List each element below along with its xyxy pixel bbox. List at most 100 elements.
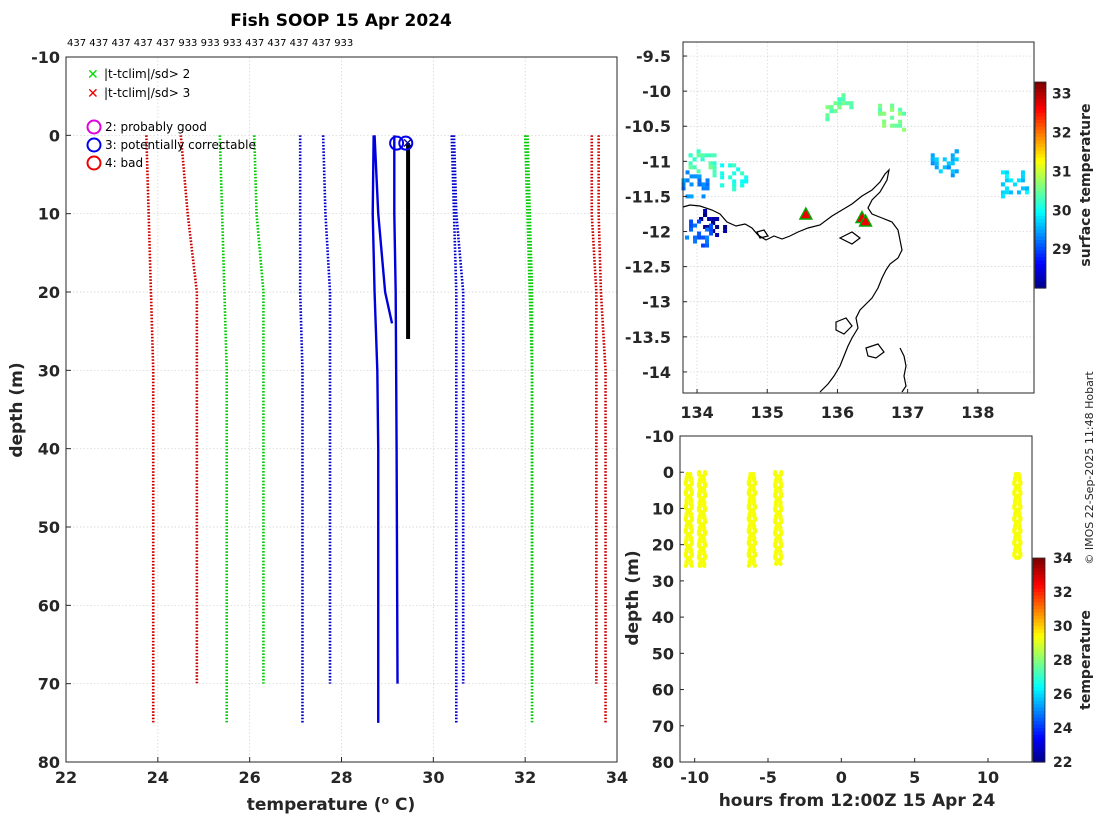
sst-pixel — [700, 153, 705, 158]
temperature-colorbar-segment — [1033, 714, 1045, 719]
map-x-tick-label: 134 — [680, 403, 713, 422]
sst-pixel — [950, 173, 955, 178]
sst-pixel — [942, 157, 947, 162]
qc-circle-marker — [398, 135, 414, 151]
sst-colorbar-segment — [1035, 253, 1046, 258]
temperature-colorbar-segment — [1033, 755, 1045, 760]
sst-pixel — [1012, 182, 1017, 187]
credit-text: © IMOS 22-Sep-2025 11:48 Hobart — [1083, 371, 1096, 565]
timeseries-x-tick-label: 5 — [909, 768, 920, 787]
profile-legend: ✕ |t-tclim|/sd> 2 ✕ |t-tclim|/sd> 3 2: p… — [86, 67, 256, 171]
circle-blue-icon — [86, 137, 102, 153]
timeseries-y-ticks: -10 0 10 20 30 40 50 60 70 80 — [645, 427, 684, 772]
sst-colorbar-segment — [1035, 205, 1046, 210]
sst-pixel — [688, 153, 693, 158]
sst-pixel — [720, 171, 725, 176]
sst-pixel — [681, 178, 686, 183]
sst-pixel — [693, 235, 698, 240]
temperature-colorbar-tick-label: 32 — [1053, 585, 1072, 601]
temperature-colorbar-segment — [1033, 694, 1045, 698]
sst-pixel — [894, 123, 899, 128]
timeseries-x-ticks: -10 -5 0 5 10 — [680, 758, 999, 787]
sst-colorbar-segment — [1035, 116, 1046, 121]
sst-colorbar-segment — [1035, 229, 1046, 234]
sst-colorbar-segment — [1035, 160, 1046, 165]
sst-pixel — [703, 225, 708, 230]
sst-pixel — [705, 239, 710, 244]
sst-colorbar-segment — [1035, 277, 1046, 282]
cast-column — [696, 470, 708, 569]
circle-red-icon — [86, 155, 102, 171]
sst-pixel — [837, 97, 842, 102]
sst-colorbar-segment — [1035, 106, 1046, 111]
timeseries-x-tick-label: 0 — [836, 768, 847, 787]
sst-pixel — [744, 175, 749, 180]
temperature-colorbar-segment — [1033, 690, 1045, 695]
temperature-colorbar-segment — [1033, 738, 1045, 743]
sst-pixel — [732, 163, 737, 168]
sst-colorbar-segment — [1035, 99, 1046, 104]
sst-pixel — [1008, 178, 1013, 183]
sst-pixel — [701, 194, 706, 199]
sst-colorbar-label: surface temperature — [1078, 103, 1094, 266]
sst-pixel — [841, 101, 846, 106]
sst-pixel — [1020, 174, 1025, 179]
profile-location-marker — [798, 206, 814, 220]
sst-pixel — [740, 179, 745, 184]
temperature-colorbar-segment — [1033, 578, 1045, 583]
sst-pixel — [732, 183, 737, 188]
profile-y-tick-label: 50 — [38, 518, 60, 537]
sst-pixel — [825, 117, 830, 122]
sst-pixel — [1004, 178, 1009, 183]
temperature-colorbar-segment — [1033, 758, 1045, 763]
sst-colorbar-segment — [1035, 143, 1046, 148]
cast-sample — [778, 561, 783, 567]
cast-sample — [752, 563, 758, 568]
profile-y-tick-label: 10 — [38, 205, 60, 224]
sst-colorbar-segment — [1035, 260, 1046, 265]
map-gridlines — [683, 42, 1034, 393]
cast-sample — [683, 563, 688, 568]
sst-pixel — [878, 103, 883, 108]
sst-pixel — [697, 219, 702, 224]
timeseries-y-tick-label: 60 — [652, 681, 674, 700]
temperature-colorbar-segment — [1033, 561, 1045, 566]
sst-pixel — [723, 229, 728, 234]
temperature-colorbar-segment — [1033, 721, 1045, 726]
temperature-profile — [371, 135, 380, 723]
sst-colorbar-segment — [1035, 215, 1046, 220]
sst-colorbar-segment — [1035, 85, 1046, 90]
qc-circle-marker — [389, 135, 405, 151]
timeseries-y-tick-label: 20 — [652, 536, 674, 555]
temperature-colorbar-segment — [1033, 564, 1045, 569]
map-y-tick-label: -9.5 — [636, 47, 671, 66]
cross-green-icon: ✕ — [87, 67, 99, 83]
sst-colorbar-segment — [1035, 195, 1046, 200]
temperature-colorbar-segment — [1033, 711, 1045, 715]
sst-colorbar-segment — [1035, 284, 1046, 289]
temperature-colorbar-segment — [1033, 731, 1045, 736]
sst-pixel — [685, 235, 690, 240]
sst-pixel — [1020, 170, 1025, 175]
sst-pixel — [890, 115, 895, 120]
sst-colorbar-segment — [1035, 209, 1046, 214]
sst-pixel — [829, 109, 834, 114]
temperature-colorbar-segment — [1033, 697, 1045, 702]
cast-column — [773, 470, 784, 567]
map-y-tick-label: -14 — [642, 363, 671, 382]
profile-y-tick-label: 20 — [38, 283, 60, 302]
sst-colorbar-segment — [1035, 202, 1046, 207]
sst-pixel — [688, 165, 693, 170]
sst-pixel — [934, 165, 939, 170]
sst-pixel — [1016, 178, 1021, 183]
temperature-colorbar-segment — [1033, 680, 1045, 685]
sst-pixel — [890, 123, 895, 128]
timeseries-y-label: depth (m) — [623, 550, 643, 645]
profile-plot: ✕ 22 24 26 28 30 32 34 -10 0 10 20 30 40 50 60 70 80 te… — [7, 48, 628, 815]
temperature-colorbar-segment — [1033, 677, 1045, 681]
profile-x-tick-label: 28 — [330, 768, 352, 787]
profile-location-marker — [858, 213, 873, 227]
legend-item-sd2: ✕ |t-tclim|/sd> 2 — [87, 67, 190, 83]
temperature-colorbar-tick-label: 26 — [1053, 687, 1072, 703]
